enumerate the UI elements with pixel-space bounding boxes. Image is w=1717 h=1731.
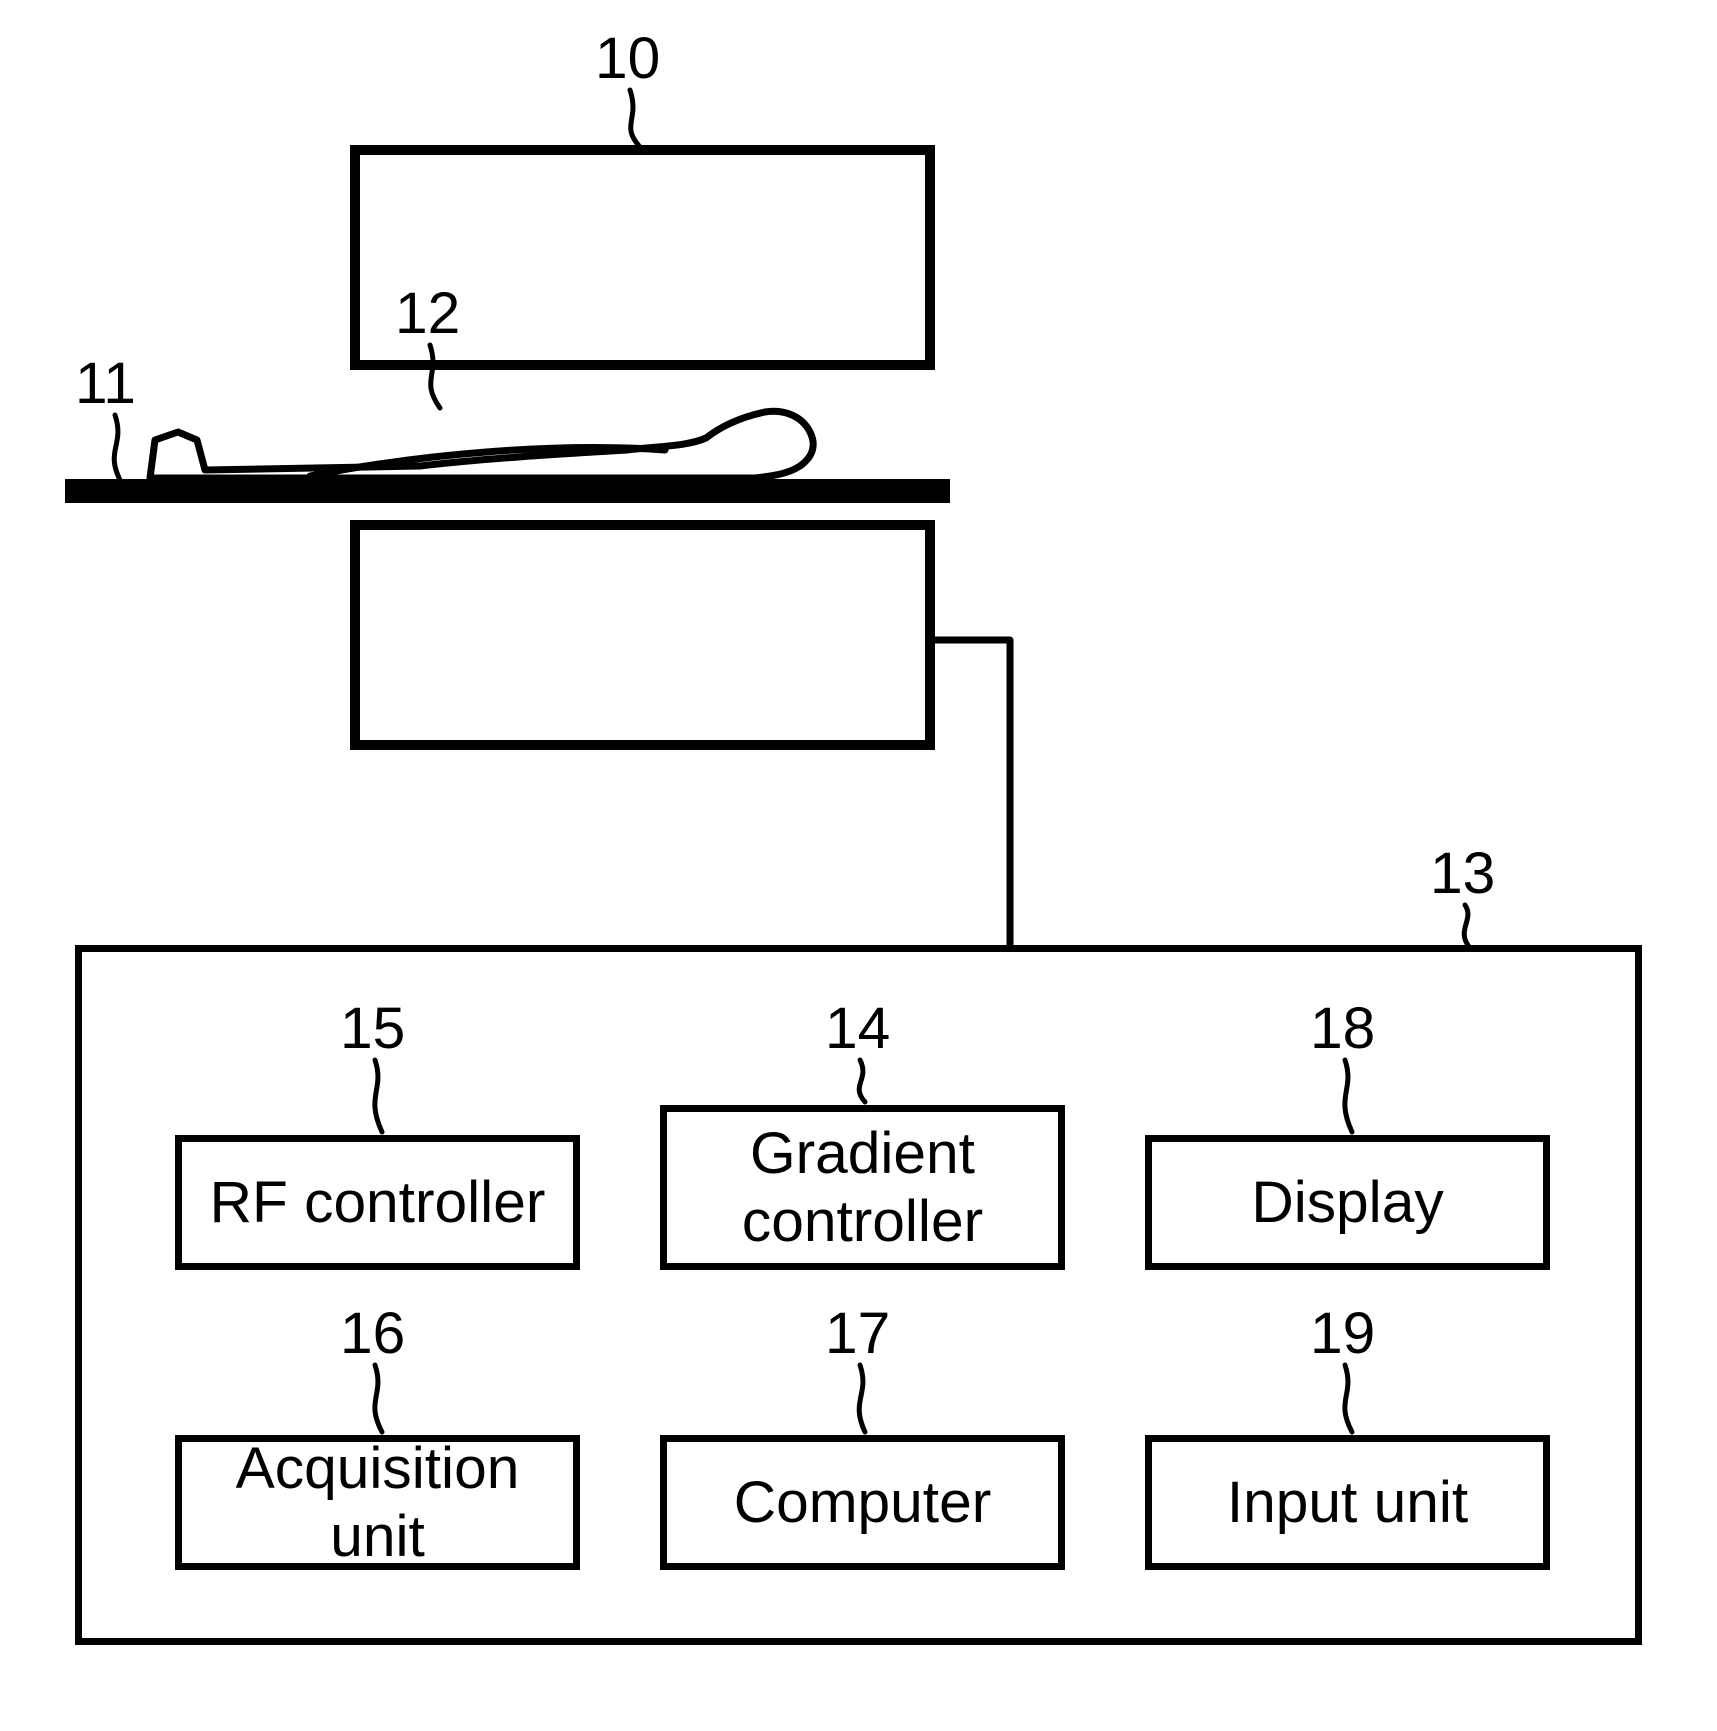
- diagram-canvas: RF controller Gradientcontroller Display…: [0, 0, 1717, 1731]
- overlay-svg: [0, 0, 1717, 1731]
